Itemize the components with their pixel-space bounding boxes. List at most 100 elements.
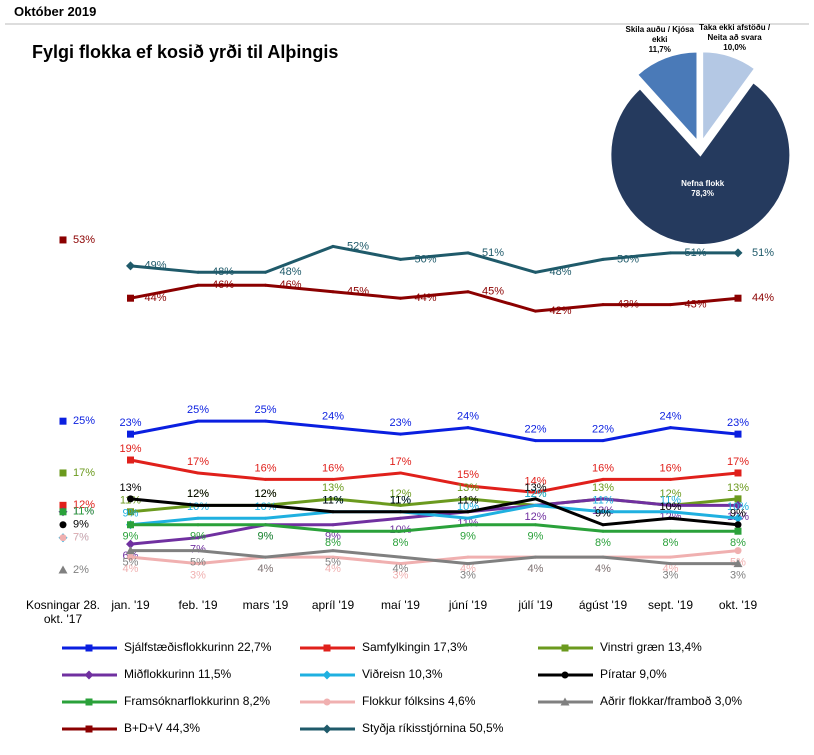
marker	[466, 555, 470, 559]
marker	[733, 248, 743, 258]
marker	[466, 484, 470, 488]
data-label: 17%	[73, 467, 95, 479]
marker	[466, 251, 470, 255]
data-label: 16%	[659, 462, 681, 474]
data-label: 4%	[460, 563, 476, 575]
data-label: 12%	[389, 488, 411, 500]
legend-marker	[323, 698, 331, 706]
legend-label: Flokkur fólksins 4,6%	[362, 694, 476, 708]
data-label: 4%	[393, 563, 409, 575]
marker	[399, 555, 402, 559]
x-tick-label: ágúst '19	[578, 598, 628, 612]
marker	[126, 539, 135, 549]
marker	[669, 529, 672, 533]
data-label: 13%	[727, 482, 749, 494]
data-label: 9%	[123, 531, 139, 543]
marker	[466, 523, 470, 527]
series-line	[130, 283, 739, 313]
marker	[669, 426, 672, 430]
legend-label: Aðrir flokkar/framboð 3,0%	[600, 694, 742, 708]
data-label: 50%	[617, 253, 639, 265]
marker	[669, 503, 672, 507]
legend-label: Vinstri græn 13,4%	[600, 640, 702, 654]
pie-label: Skila auðu / Kjósa ekki	[625, 25, 694, 45]
data-label: 5%	[325, 557, 341, 569]
data-label: 9%	[325, 531, 341, 543]
marker	[196, 471, 200, 475]
marker	[601, 497, 605, 501]
marker	[196, 549, 200, 553]
data-label: 17%	[187, 456, 209, 468]
series-line	[130, 244, 738, 274]
data-label: 51%	[685, 247, 707, 259]
data-label: 4%	[325, 563, 341, 575]
data-label: 52%	[347, 240, 369, 252]
data-label: 3%	[730, 569, 746, 581]
x-tick-label: feb. '19	[178, 598, 218, 612]
marker	[399, 296, 402, 300]
marker	[669, 477, 672, 481]
data-label: 16%	[592, 462, 614, 474]
marker	[264, 283, 267, 287]
marker	[734, 469, 742, 477]
data-label: 11%	[73, 506, 94, 518]
data-label: 11%	[73, 506, 94, 518]
data-label: 5%	[123, 557, 139, 569]
data-label: 48%	[212, 266, 234, 278]
data-label: 24%	[322, 411, 344, 423]
data-label: 3%	[663, 569, 679, 581]
marker	[264, 503, 267, 507]
data-label: 5%	[190, 557, 206, 569]
data-label: 10%	[727, 501, 749, 513]
marker	[331, 523, 335, 527]
marker	[264, 516, 267, 520]
marker	[733, 559, 743, 568]
marker	[601, 529, 605, 533]
marker	[399, 529, 402, 533]
marker	[331, 555, 335, 559]
legend-label: Samfylkingin 17,3%	[362, 640, 468, 654]
marker	[669, 555, 672, 559]
legend-label: Styðja ríkisstjórnina 50,5%	[362, 721, 504, 735]
marker	[534, 497, 537, 501]
data-label: 53%	[73, 234, 95, 246]
marker	[534, 309, 537, 313]
data-label: 12%	[524, 488, 546, 500]
data-label: 12%	[524, 511, 546, 523]
marker	[466, 516, 470, 520]
marker	[331, 477, 335, 481]
legend-label: Framsóknarflokkurinn 8,2%	[124, 694, 270, 708]
data-label: 9%	[73, 519, 89, 531]
marker	[601, 257, 605, 261]
marker	[59, 469, 67, 477]
marker	[399, 516, 402, 520]
marker	[127, 456, 134, 464]
marker	[59, 521, 67, 529]
data-label: 42%	[550, 305, 572, 317]
marker	[264, 523, 267, 527]
data-label: 49%	[145, 260, 167, 272]
chart-subtitle: Október 2019	[14, 4, 97, 19]
marker	[58, 565, 68, 574]
pie-value: 10,0%	[723, 43, 746, 53]
data-label: 13%	[592, 482, 614, 494]
marker	[669, 516, 672, 520]
data-label: 7%	[73, 532, 89, 544]
series-line	[130, 503, 739, 527]
data-label: 51%	[752, 247, 774, 259]
x-tick-label: júní '19	[448, 598, 488, 612]
data-label: 13%	[524, 482, 546, 494]
data-label: 11%	[390, 495, 411, 507]
marker	[669, 510, 672, 514]
marker	[466, 562, 470, 566]
marker	[196, 536, 200, 540]
data-label: 8%	[325, 537, 341, 549]
series-line	[130, 497, 739, 527]
marker	[733, 500, 743, 510]
data-label: 11%	[592, 495, 613, 507]
data-label: 10%	[187, 501, 209, 513]
data-label: 45%	[482, 286, 504, 298]
marker	[331, 549, 335, 553]
data-label: 7%	[73, 532, 89, 544]
